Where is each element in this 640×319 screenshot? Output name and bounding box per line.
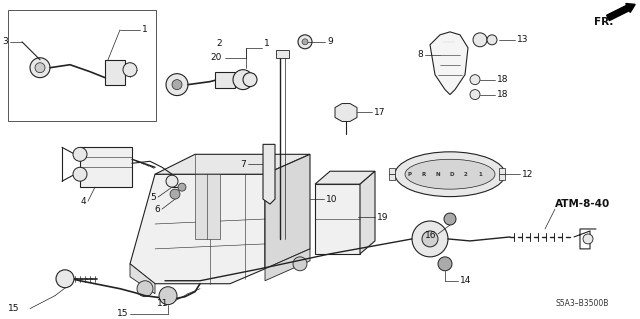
- Text: 2: 2: [464, 172, 468, 177]
- Polygon shape: [105, 60, 125, 85]
- Text: 5: 5: [150, 193, 156, 202]
- Circle shape: [243, 73, 257, 87]
- Bar: [8, 10, 156, 122]
- Polygon shape: [265, 154, 310, 269]
- Circle shape: [444, 213, 456, 225]
- Circle shape: [30, 58, 50, 78]
- Bar: [80, 147, 132, 187]
- Circle shape: [73, 167, 87, 181]
- Circle shape: [302, 39, 308, 45]
- Text: 15: 15: [8, 304, 19, 313]
- Text: 17: 17: [374, 108, 385, 117]
- Text: 4: 4: [81, 197, 86, 206]
- Polygon shape: [215, 72, 235, 88]
- Circle shape: [422, 231, 438, 247]
- Polygon shape: [155, 154, 310, 174]
- Text: 16: 16: [424, 232, 436, 241]
- Polygon shape: [335, 104, 357, 122]
- Polygon shape: [430, 32, 468, 94]
- Text: 8: 8: [417, 50, 423, 59]
- Text: 9: 9: [327, 37, 333, 46]
- Circle shape: [35, 63, 45, 73]
- Circle shape: [293, 257, 307, 271]
- Text: 7: 7: [240, 160, 246, 169]
- FancyArrow shape: [607, 4, 635, 21]
- Circle shape: [233, 70, 253, 90]
- Ellipse shape: [405, 159, 495, 189]
- Text: 11: 11: [157, 299, 168, 308]
- Circle shape: [470, 75, 480, 85]
- Text: S5A3–B3500B: S5A3–B3500B: [555, 299, 609, 308]
- Text: FR.: FR.: [594, 17, 613, 27]
- Polygon shape: [195, 174, 220, 239]
- Text: D: D: [450, 172, 454, 177]
- Text: ATM-8-40: ATM-8-40: [555, 199, 611, 209]
- Polygon shape: [360, 171, 375, 254]
- Text: 18: 18: [497, 90, 509, 99]
- Polygon shape: [315, 171, 375, 184]
- Circle shape: [412, 221, 448, 257]
- Text: P: P: [408, 172, 412, 177]
- Polygon shape: [130, 174, 265, 284]
- Text: 1: 1: [264, 39, 269, 48]
- Text: 20: 20: [211, 53, 222, 62]
- Circle shape: [170, 189, 180, 199]
- Circle shape: [583, 234, 593, 244]
- Bar: [276, 50, 289, 58]
- Circle shape: [159, 287, 177, 305]
- Circle shape: [470, 90, 480, 100]
- Polygon shape: [130, 264, 155, 294]
- Text: 12: 12: [522, 170, 533, 179]
- Circle shape: [487, 35, 497, 45]
- Polygon shape: [265, 249, 310, 281]
- Text: 14: 14: [460, 276, 472, 285]
- Text: 10: 10: [326, 195, 337, 204]
- Polygon shape: [315, 184, 360, 254]
- Circle shape: [178, 183, 186, 191]
- Text: 15: 15: [116, 309, 128, 318]
- Text: R: R: [422, 172, 426, 177]
- Text: 13: 13: [517, 35, 529, 44]
- Circle shape: [438, 257, 452, 271]
- Circle shape: [56, 270, 74, 288]
- Circle shape: [172, 80, 182, 90]
- Polygon shape: [263, 145, 275, 204]
- Circle shape: [137, 281, 153, 297]
- Text: 18: 18: [497, 75, 509, 84]
- Bar: [389, 174, 395, 180]
- Circle shape: [166, 74, 188, 96]
- Text: 1: 1: [142, 26, 148, 34]
- Text: N: N: [436, 172, 440, 177]
- Text: 1: 1: [478, 172, 482, 177]
- Bar: [499, 168, 505, 174]
- Circle shape: [166, 175, 178, 187]
- Text: 2: 2: [216, 39, 222, 48]
- Text: 3: 3: [3, 37, 8, 46]
- Bar: [389, 168, 395, 174]
- Ellipse shape: [395, 152, 505, 197]
- Text: 19: 19: [377, 212, 388, 221]
- Circle shape: [298, 35, 312, 49]
- Circle shape: [73, 147, 87, 161]
- Circle shape: [473, 33, 487, 47]
- Text: 6: 6: [154, 204, 160, 213]
- Bar: [499, 174, 505, 180]
- Circle shape: [123, 63, 137, 77]
